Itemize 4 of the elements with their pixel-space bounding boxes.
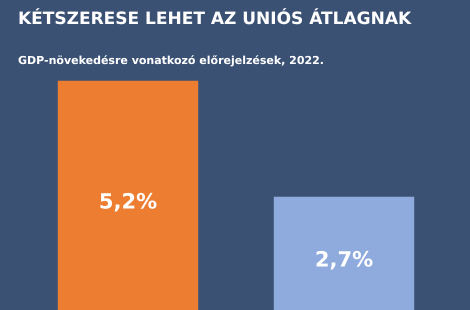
chart-title: KÉTSZERESE LEHET AZ UNIÓS ÁTLAGNAK: [18, 9, 412, 29]
chart-subtitle: GDP-növekedésre vonatkozó előrejelzések, 2022.: [18, 54, 324, 67]
data-label: 5,2%: [98, 189, 158, 214]
data-label: 2,7%: [314, 247, 374, 272]
